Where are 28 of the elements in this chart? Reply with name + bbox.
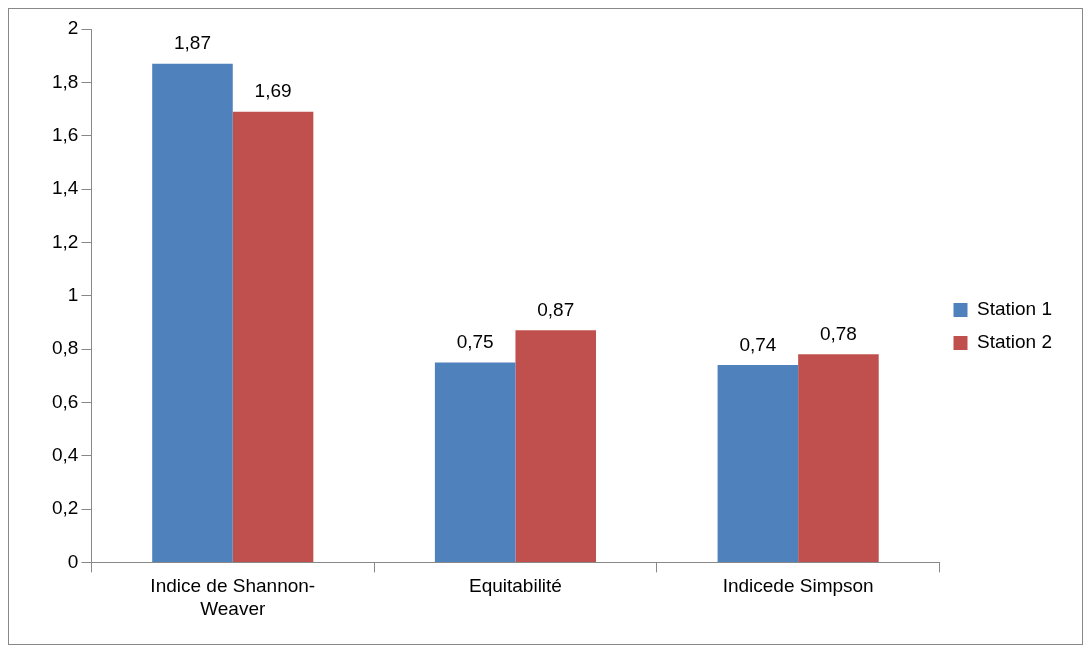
y-tick-label: 1,4 xyxy=(51,177,79,199)
y-tick-label: 2 xyxy=(67,17,79,39)
bar xyxy=(515,330,597,562)
data-label: 0,78 xyxy=(819,323,857,345)
y-tick-label: 1,2 xyxy=(51,230,79,252)
y-tick-label: 0 xyxy=(67,550,79,572)
bar xyxy=(232,111,314,562)
data-label: 0,74 xyxy=(739,333,777,355)
data-label: 1,87 xyxy=(173,32,211,54)
y-tick-label: 0,6 xyxy=(51,390,79,412)
x-tick-label: Equitabilité xyxy=(468,575,562,597)
x-tick-label: Indice de Shannon-Weaver xyxy=(150,575,316,619)
data-label: 1,69 xyxy=(254,80,292,102)
bar xyxy=(434,362,516,562)
data-label: 0,87 xyxy=(537,299,575,321)
y-tick-label: 1 xyxy=(67,283,79,305)
y-tick-label: 0,8 xyxy=(51,337,79,359)
x-tick-label: Indicede Simpson xyxy=(722,575,874,597)
data-label: 0,75 xyxy=(456,331,494,353)
legend-label: Station 2 xyxy=(977,331,1052,353)
bar xyxy=(717,365,799,562)
y-tick-label: 0,2 xyxy=(51,497,79,519)
bar xyxy=(152,63,233,562)
y-tick-label: 1,8 xyxy=(51,70,79,92)
legend-label: Station 1 xyxy=(977,298,1052,320)
y-tick-label: 0,4 xyxy=(51,443,79,465)
bar xyxy=(798,354,879,562)
y-tick-label: 1,6 xyxy=(51,123,79,145)
